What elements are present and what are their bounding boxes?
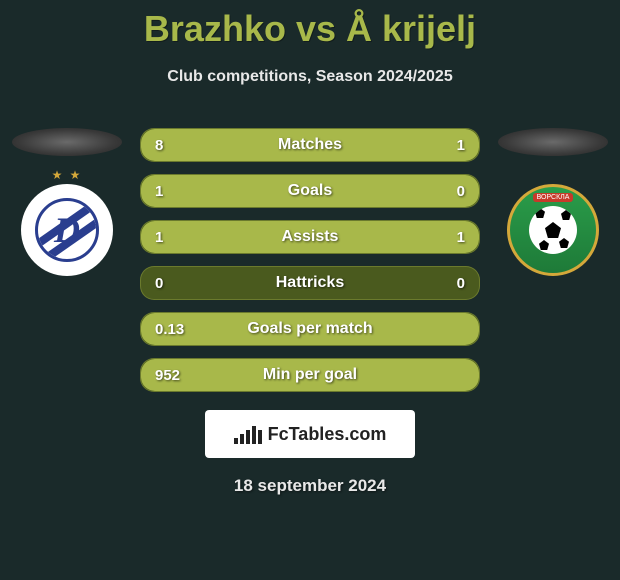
club-badge-left: ★ ★ D [21,184,113,276]
stat-value-right: 0 [429,275,479,292]
stat-value-right: 1 [429,229,479,246]
watermark-logo[interactable]: FcTables.com [205,410,415,458]
club-badge-right: ВОРСКЛА [507,184,599,276]
stats-table: 8Matches11Goals01Assists10Hattricks00.13… [140,128,480,392]
stat-row: 0Hattricks0 [140,266,480,300]
stat-value-left: 1 [141,229,191,246]
page-title: Brazhko vs Å krijelj [0,0,620,50]
stat-label: Goals [191,182,429,200]
stat-value-left: 1 [141,183,191,200]
player-silhouette-right [498,128,608,156]
player-silhouette-left [12,128,122,156]
watermark-bars-icon [234,424,262,444]
subtitle: Club competitions, Season 2024/2025 [0,68,620,86]
right-player-col: ВОРСКЛА [498,128,608,276]
badge-letter: D [54,209,80,251]
stat-label: Hattricks [191,274,429,292]
stat-label: Assists [191,228,429,246]
stat-value-left: 0 [141,275,191,292]
badge-stars: ★ ★ [52,168,83,182]
stat-label: Min per goal [191,366,429,384]
stat-label: Matches [191,136,429,154]
stat-row: 1Goals0 [140,174,480,208]
watermark-text: FcTables.com [268,424,387,445]
stat-value-right: 1 [429,137,479,154]
stat-value-right: 0 [429,183,479,200]
badge-ribbon: ВОРСКЛА [533,193,574,202]
stat-row: 0.13Goals per match [140,312,480,346]
stat-row: 8Matches1 [140,128,480,162]
stat-value-left: 952 [141,367,191,384]
stat-label: Goals per match [191,320,429,338]
left-player-col: ★ ★ D [12,128,122,276]
stat-row: 952Min per goal [140,358,480,392]
stat-value-left: 8 [141,137,191,154]
date-line: 18 september 2024 [0,476,620,496]
comparison-row: ★ ★ D 8Matches11Goals01Assists10Hattrick… [0,128,620,392]
stat-row: 1Assists1 [140,220,480,254]
stat-value-left: 0.13 [141,321,191,338]
